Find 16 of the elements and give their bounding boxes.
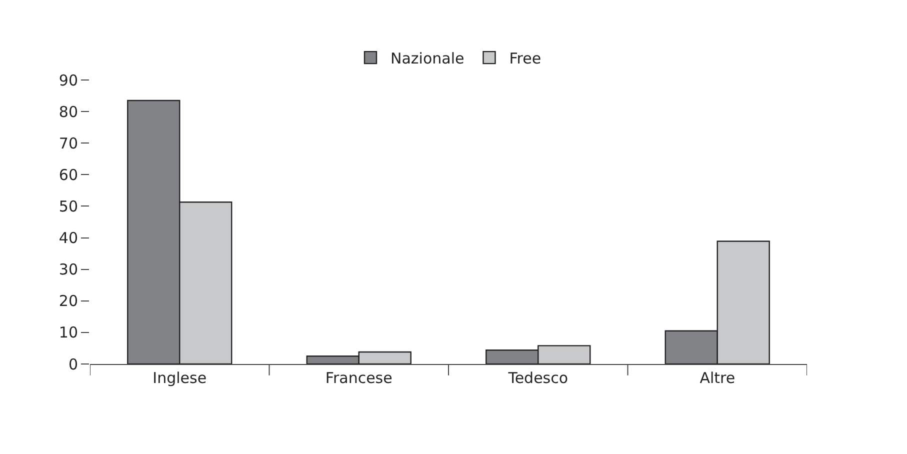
y-tick-label: 90	[58, 71, 78, 90]
y-tick-label: 0	[68, 355, 78, 374]
y-tick-label: 40	[58, 229, 78, 248]
y-tick-label: 70	[58, 134, 78, 152]
y-tick-label: 20	[58, 292, 78, 310]
x-tick-label: Altre	[700, 369, 736, 387]
legend-label: Nazionale	[390, 49, 464, 68]
y-tick-label: 30	[58, 260, 78, 279]
y-tick-label: 60	[58, 166, 78, 184]
x-tick-label: Inglese	[152, 369, 207, 387]
legend-label: Free	[509, 49, 542, 68]
y-tick-label: 10	[58, 324, 78, 342]
y-tick-label: 80	[58, 102, 78, 121]
y-tick-label: 50	[58, 197, 78, 216]
x-tick-label: Tedesco	[507, 369, 568, 387]
x-tick-label: Francese	[325, 369, 392, 387]
